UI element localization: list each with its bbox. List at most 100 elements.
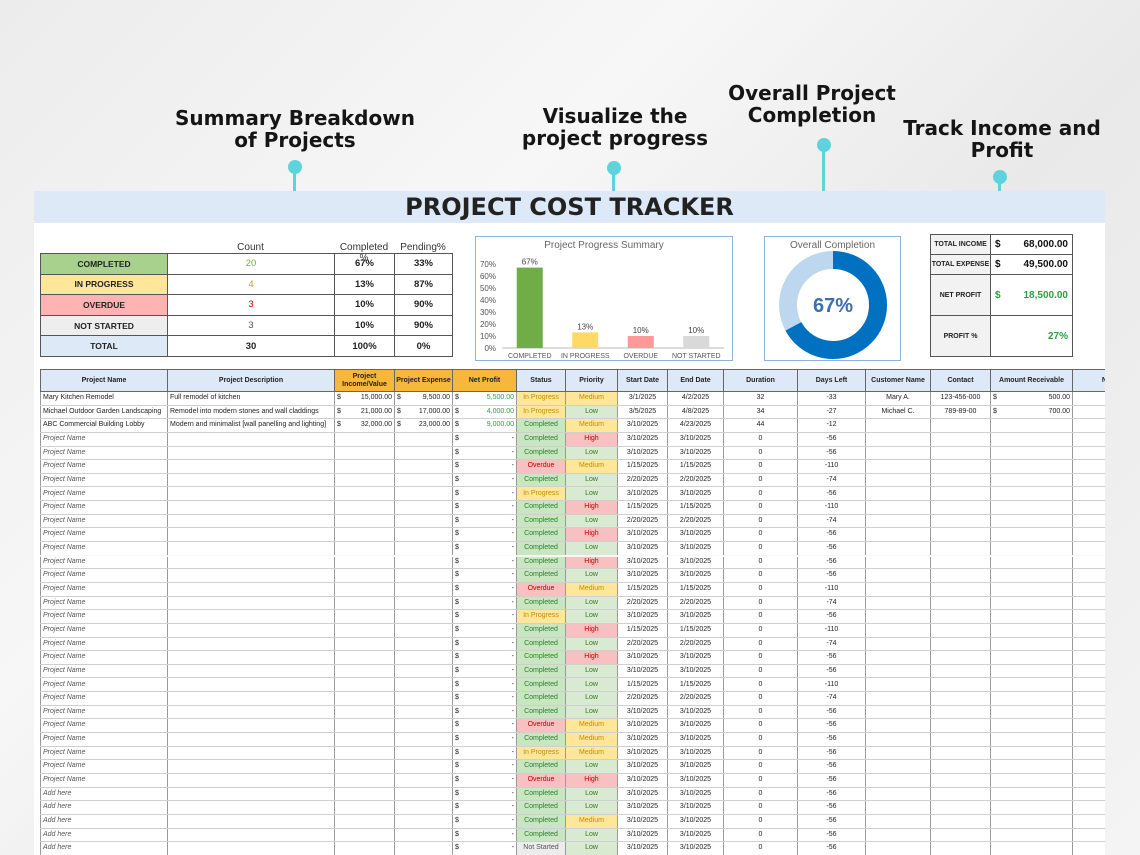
net-cell[interactable]: $ -: [452, 800, 517, 815]
project-description-cell[interactable]: [167, 514, 335, 529]
status-cell[interactable]: In Progress: [516, 405, 566, 420]
income-cell[interactable]: [334, 596, 395, 611]
end-date-cell[interactable]: 3/10/2025: [667, 800, 724, 815]
start-date-cell[interactable]: 3/10/2025: [617, 787, 668, 802]
table-row[interactable]: Project Name $ - Completed High 3/10/2025 3/10…: [40, 555, 1105, 570]
table-row[interactable]: Project Name $ - Completed Low 3/10/2025 3/10/…: [40, 759, 1105, 774]
column-header[interactable]: Days Left: [797, 369, 866, 392]
income-cell[interactable]: [334, 691, 395, 706]
project-description-cell[interactable]: [167, 841, 335, 855]
days-left-cell[interactable]: -74: [797, 473, 866, 488]
project-description-cell[interactable]: [167, 800, 335, 815]
status-cell[interactable]: Completed: [516, 527, 566, 543]
status-cell[interactable]: Overdue: [516, 582, 566, 597]
amount-receivable-cell[interactable]: [990, 677, 1073, 693]
days-left-cell[interactable]: -74: [797, 514, 866, 529]
expense-cell[interactable]: [394, 596, 453, 611]
duration-cell[interactable]: 0: [723, 555, 798, 570]
no-cell[interactable]: [1072, 514, 1105, 529]
status-cell[interactable]: Completed: [516, 732, 566, 747]
amount-receivable-cell[interactable]: [990, 446, 1073, 461]
customer-name-cell[interactable]: [865, 637, 931, 652]
table-row[interactable]: Project Name $ - Overdue Medium 1/15/2025 1/15…: [40, 459, 1105, 474]
no-cell[interactable]: [1072, 705, 1105, 720]
start-date-cell[interactable]: 3/10/2025: [617, 732, 668, 747]
no-cell[interactable]: [1072, 527, 1105, 543]
duration-cell[interactable]: 0: [723, 841, 798, 855]
priority-cell[interactable]: Low: [565, 473, 618, 488]
project-description-cell[interactable]: [167, 814, 335, 829]
duration-cell[interactable]: 0: [723, 459, 798, 474]
duration-cell[interactable]: 0: [723, 814, 798, 829]
no-cell[interactable]: [1072, 773, 1105, 788]
amount-receivable-cell[interactable]: [990, 609, 1073, 624]
project-description-cell[interactable]: [167, 500, 335, 515]
customer-name-cell[interactable]: [865, 759, 931, 774]
contact-cell[interactable]: [930, 473, 991, 488]
net-cell[interactable]: $9,000.00: [452, 418, 517, 433]
duration-cell[interactable]: 0: [723, 677, 798, 693]
days-left-cell[interactable]: -110: [797, 677, 866, 693]
no-cell[interactable]: [1072, 418, 1105, 433]
contact-cell[interactable]: [930, 500, 991, 515]
expense-cell[interactable]: [394, 432, 453, 447]
days-left-cell[interactable]: -56: [797, 787, 866, 802]
income-cell[interactable]: $21,000.00: [334, 405, 395, 420]
no-cell[interactable]: [1072, 555, 1105, 570]
status-cell[interactable]: Completed: [516, 637, 566, 652]
net-cell[interactable]: $ -: [452, 582, 517, 597]
project-description-cell[interactable]: [167, 432, 335, 447]
end-date-cell[interactable]: 3/10/2025: [667, 568, 724, 583]
expense-cell[interactable]: [394, 800, 453, 815]
duration-cell[interactable]: 0: [723, 705, 798, 720]
days-left-cell[interactable]: -56: [797, 568, 866, 583]
customer-name-cell[interactable]: [865, 828, 931, 843]
status-cell[interactable]: Completed: [516, 473, 566, 488]
priority-cell[interactable]: High: [565, 773, 618, 788]
contact-cell[interactable]: [930, 841, 991, 855]
project-description-cell[interactable]: [167, 582, 335, 597]
amount-receivable-cell[interactable]: [990, 555, 1073, 570]
table-row[interactable]: Project Name $ - Completed High 1/15/2025 1/15…: [40, 500, 1105, 515]
duration-cell[interactable]: 0: [723, 732, 798, 747]
priority-cell[interactable]: High: [565, 650, 618, 665]
end-date-cell[interactable]: 1/15/2025: [667, 677, 724, 693]
project-name-cell[interactable]: Project Name: [40, 446, 168, 461]
status-cell[interactable]: In Progress: [516, 609, 566, 624]
days-left-cell[interactable]: -110: [797, 500, 866, 515]
project-name-cell[interactable]: Project Name: [40, 691, 168, 706]
column-header[interactable]: Duration: [723, 369, 798, 392]
status-cell[interactable]: Completed: [516, 446, 566, 461]
days-left-cell[interactable]: -74: [797, 596, 866, 611]
table-row[interactable]: Mary Kitchen Remodel Full remodel of kitc…: [40, 391, 1105, 406]
net-cell[interactable]: $ -: [452, 828, 517, 843]
contact-cell[interactable]: [930, 418, 991, 433]
end-date-cell[interactable]: 3/10/2025: [667, 650, 724, 665]
project-description-cell[interactable]: [167, 596, 335, 611]
customer-name-cell[interactable]: [865, 677, 931, 693]
amount-receivable-cell[interactable]: [990, 486, 1073, 502]
amount-receivable-cell[interactable]: [990, 841, 1073, 855]
days-left-cell[interactable]: -33: [797, 391, 866, 406]
amount-receivable-cell[interactable]: [990, 527, 1073, 543]
customer-name-cell[interactable]: Michael C.: [865, 405, 931, 420]
start-date-cell[interactable]: 1/15/2025: [617, 623, 668, 638]
duration-cell[interactable]: 0: [723, 759, 798, 774]
column-header[interactable]: Amount Receivable: [990, 369, 1073, 392]
income-cell[interactable]: [334, 677, 395, 693]
days-left-cell[interactable]: -56: [797, 609, 866, 624]
start-date-cell[interactable]: 3/10/2025: [617, 555, 668, 570]
table-row[interactable]: Project Name $ - Completed High 3/10/2025 3/10…: [40, 527, 1105, 543]
contact-cell[interactable]: [930, 568, 991, 583]
income-cell[interactable]: [334, 473, 395, 488]
project-name-cell[interactable]: Michael Outdoor Garden Landscaping: [40, 405, 168, 420]
priority-cell[interactable]: Low: [565, 691, 618, 706]
expense-cell[interactable]: [394, 446, 453, 461]
net-cell[interactable]: $5,500.00: [452, 391, 517, 406]
project-name-cell[interactable]: Project Name: [40, 664, 168, 679]
end-date-cell[interactable]: 4/23/2025: [667, 418, 724, 433]
no-cell[interactable]: [1072, 814, 1105, 829]
contact-cell[interactable]: [930, 446, 991, 461]
table-row[interactable]: Project Name $ - Completed Low 2/20/2025 2/20/…: [40, 637, 1105, 652]
priority-cell[interactable]: Low: [565, 568, 618, 583]
